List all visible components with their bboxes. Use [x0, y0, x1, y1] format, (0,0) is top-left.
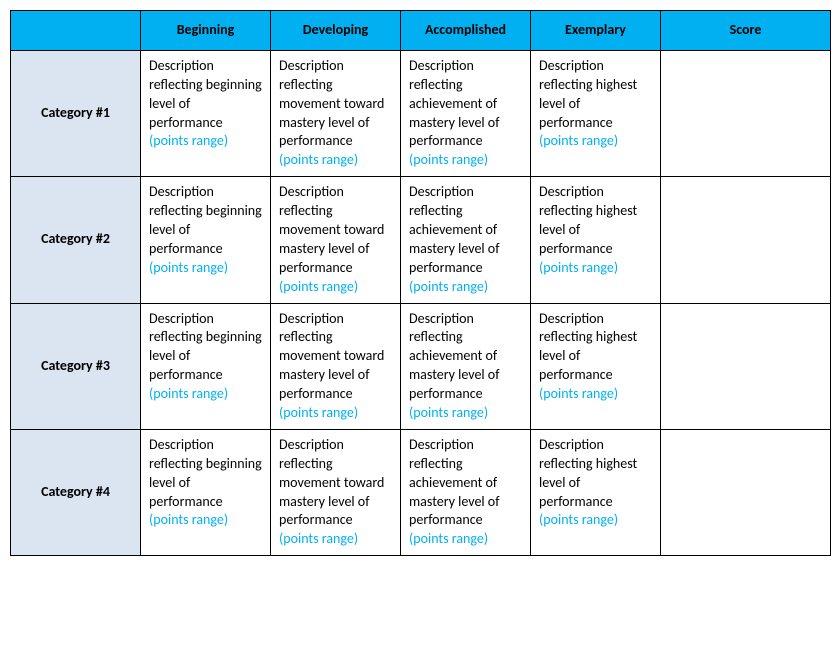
desc-cell-developing: Description reflecting movement toward m…: [271, 50, 401, 176]
points-range: (points range): [539, 385, 618, 402]
points-range: (points range): [149, 511, 228, 528]
desc-cell-accomplished: Description reflecting achievement of ma…: [401, 177, 531, 303]
desc-cell-beginning: Description reflecting beginning level o…: [141, 303, 271, 429]
col-header-exemplary: Exemplary: [531, 11, 661, 51]
description-text: Description reflecting movement toward m…: [279, 436, 384, 529]
points-range: (points range): [149, 259, 228, 276]
description-text: Description reflecting highest level of …: [539, 436, 637, 510]
description-text: Description reflecting achievement of ma…: [409, 310, 499, 403]
points-range: (points range): [539, 132, 618, 149]
desc-cell-beginning: Description reflecting beginning level o…: [141, 50, 271, 176]
points-range: (points range): [409, 151, 488, 168]
category-cell: Category #2: [11, 177, 141, 303]
points-range: (points range): [279, 404, 358, 421]
col-header-accomplished: Accomplished: [401, 11, 531, 51]
score-cell: [661, 303, 831, 429]
description-text: Description reflecting highest level of …: [539, 183, 637, 257]
desc-cell-exemplary: Description reflecting highest level of …: [531, 177, 661, 303]
rubric-table: Beginning Developing Accomplished Exempl…: [10, 10, 831, 556]
score-cell: [661, 50, 831, 176]
description-text: Description reflecting movement toward m…: [279, 57, 384, 150]
desc-cell-exemplary: Description reflecting highest level of …: [531, 429, 661, 555]
description-text: Description reflecting beginning level o…: [149, 57, 262, 131]
description-text: Description reflecting achievement of ma…: [409, 183, 499, 276]
desc-cell-exemplary: Description reflecting highest level of …: [531, 303, 661, 429]
points-range: (points range): [279, 151, 358, 168]
points-range: (points range): [539, 259, 618, 276]
points-range: (points range): [279, 278, 358, 295]
desc-cell-beginning: Description reflecting beginning level o…: [141, 429, 271, 555]
description-text: Description reflecting movement toward m…: [279, 183, 384, 276]
table-row: Category #3Description reflecting beginn…: [11, 303, 831, 429]
col-header-beginning: Beginning: [141, 11, 271, 51]
points-range: (points range): [149, 385, 228, 402]
description-text: Description reflecting achievement of ma…: [409, 57, 499, 150]
description-text: Description reflecting beginning level o…: [149, 310, 262, 384]
points-range: (points range): [409, 278, 488, 295]
points-range: (points range): [149, 132, 228, 149]
description-text: Description reflecting beginning level o…: [149, 183, 262, 257]
col-header-score: Score: [661, 11, 831, 51]
category-cell: Category #4: [11, 429, 141, 555]
score-cell: [661, 177, 831, 303]
description-text: Description reflecting highest level of …: [539, 310, 637, 384]
desc-cell-developing: Description reflecting movement toward m…: [271, 429, 401, 555]
header-row: Beginning Developing Accomplished Exempl…: [11, 11, 831, 51]
table-row: Category #4Description reflecting beginn…: [11, 429, 831, 555]
table-row: Category #1Description reflecting beginn…: [11, 50, 831, 176]
desc-cell-accomplished: Description reflecting achievement of ma…: [401, 50, 531, 176]
description-text: Description reflecting movement toward m…: [279, 310, 384, 403]
desc-cell-exemplary: Description reflecting highest level of …: [531, 50, 661, 176]
points-range: (points range): [279, 530, 358, 547]
corner-header: [11, 11, 141, 51]
desc-cell-accomplished: Description reflecting achievement of ma…: [401, 429, 531, 555]
table-row: Category #2Description reflecting beginn…: [11, 177, 831, 303]
category-cell: Category #1: [11, 50, 141, 176]
desc-cell-developing: Description reflecting movement toward m…: [271, 303, 401, 429]
points-range: (points range): [409, 404, 488, 421]
points-range: (points range): [409, 530, 488, 547]
points-range: (points range): [539, 511, 618, 528]
col-header-developing: Developing: [271, 11, 401, 51]
description-text: Description reflecting highest level of …: [539, 57, 637, 131]
description-text: Description reflecting beginning level o…: [149, 436, 262, 510]
desc-cell-developing: Description reflecting movement toward m…: [271, 177, 401, 303]
score-cell: [661, 429, 831, 555]
desc-cell-beginning: Description reflecting beginning level o…: [141, 177, 271, 303]
description-text: Description reflecting achievement of ma…: [409, 436, 499, 529]
category-cell: Category #3: [11, 303, 141, 429]
desc-cell-accomplished: Description reflecting achievement of ma…: [401, 303, 531, 429]
